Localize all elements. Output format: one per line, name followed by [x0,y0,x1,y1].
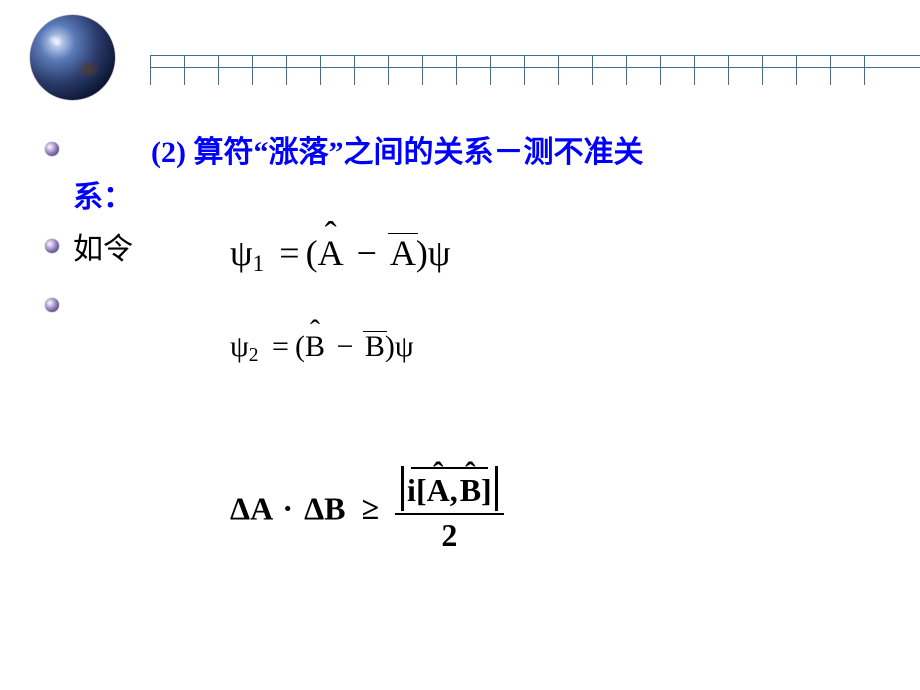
globe-icon [30,15,115,100]
A-hat: A [427,472,450,509]
geq: ≥ [353,490,387,526]
B-hat: B [305,330,325,364]
header-ruler [150,55,920,85]
intro-label: 如令 [73,227,133,272]
ruler-tick [388,55,389,85]
ruler-tick [592,55,593,85]
ruler-tick [354,55,355,85]
minus: − [353,233,381,273]
expectation-overbar: i[A,B] [407,472,492,509]
A-hat: A [318,232,344,274]
bullet-icon [45,142,59,156]
A-bar: A [390,232,416,274]
numerator: i[A,B] [395,470,504,515]
psi-symbol: ψ [230,233,253,273]
ruler-tick [456,55,457,85]
ruler-tick [286,55,287,85]
dot: · [279,490,296,526]
heading-line-2: 系： [73,175,133,222]
ruler-tick [660,55,661,85]
equals: = [273,233,305,273]
sub-1: 1 [253,251,265,277]
empty-bullet-row [45,286,880,312]
bracket-open: [ [416,472,427,508]
formula-psi1: ψ1 =(A − A)ψ [230,232,450,278]
ruler-tick [558,55,559,85]
heading-line-1: (2) 算符“涨落”之间的关系－测不准关 [73,130,643,177]
fraction: i[A,B] 2 [395,470,504,554]
heading-row-1: (2) 算符“涨落”之间的关系－测不准关 [45,130,880,177]
close-paren: ) [385,330,395,363]
equals: = [266,330,295,363]
denominator: 2 [395,515,504,554]
ruler-tick [694,55,695,85]
ruler-tick [796,55,797,85]
open-paren: ( [306,233,318,273]
B-hat: B [460,472,481,509]
comma: , [450,472,458,508]
ruler-tick [830,55,831,85]
heading-text-1: 算符“涨落”之间的关系－测不准关 [193,136,643,169]
psi-symbol: ψ [230,330,249,363]
intro-row: 如令 [45,227,880,272]
ruler-tick [218,55,219,85]
ruler-tick [728,55,729,85]
heading-number: (2) [151,136,186,169]
psi-symbol: ψ [428,233,451,273]
ruler-tick [422,55,423,85]
ruler-tick [184,55,185,85]
ruler-tick [150,55,151,85]
delta-A: ΔA [230,490,271,526]
sub-2: 2 [249,345,259,366]
delta-B: ΔB [304,490,345,526]
heading-row-2: 系： [45,175,880,222]
abs-bars: i[A,B] [401,470,498,509]
minus: − [332,330,357,363]
close-paren: ) [416,233,428,273]
ruler-tick [490,55,491,85]
psi-symbol: ψ [395,330,414,363]
ruler-tick [320,55,321,85]
i: i [407,472,416,508]
open-paren: ( [295,330,305,363]
bullet-icon [45,298,59,312]
ruler-tick [252,55,253,85]
slide-content: (2) 算符“涨落”之间的关系－测不准关 系： 如令 [45,130,880,314]
formula-uncertainty: ΔA · ΔB ≥ i[A,B] 2 [230,470,504,554]
ruler-tick [524,55,525,85]
formula-psi2: ψ2 =(B − B)ψ [230,330,414,367]
bracket-close: ] [481,472,492,508]
ruler-tick [864,55,865,85]
bullet-icon [45,239,59,253]
ruler-tick [626,55,627,85]
B-bar: B [365,330,385,364]
ruler-tick [762,55,763,85]
